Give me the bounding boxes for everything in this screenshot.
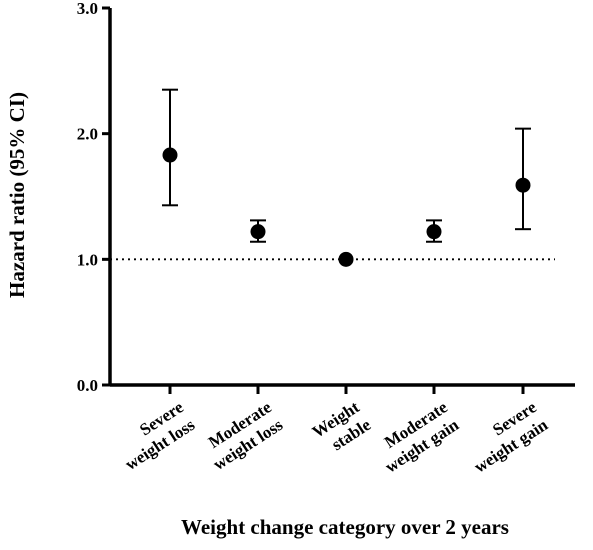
y-tick-label-2: 2.0 <box>77 125 98 144</box>
data-marks <box>162 88 531 267</box>
data-point-0 <box>162 147 178 163</box>
y-tick-label-3: 3.0 <box>77 0 98 18</box>
x-axis-title: Weight change category over 2 years <box>181 515 509 539</box>
data-point-2 <box>338 251 354 267</box>
data-point-1 <box>250 224 266 240</box>
data-point-4 <box>515 177 531 193</box>
y-axis-title: Hazard ratio (95% CI) <box>5 92 29 298</box>
y-tick-label-0: 0.0 <box>77 376 98 395</box>
axes: 0.0 1.0 2.0 3.0 <box>77 0 575 395</box>
data-point-3 <box>426 224 442 240</box>
y-tick-label-1: 1.0 <box>77 250 98 269</box>
